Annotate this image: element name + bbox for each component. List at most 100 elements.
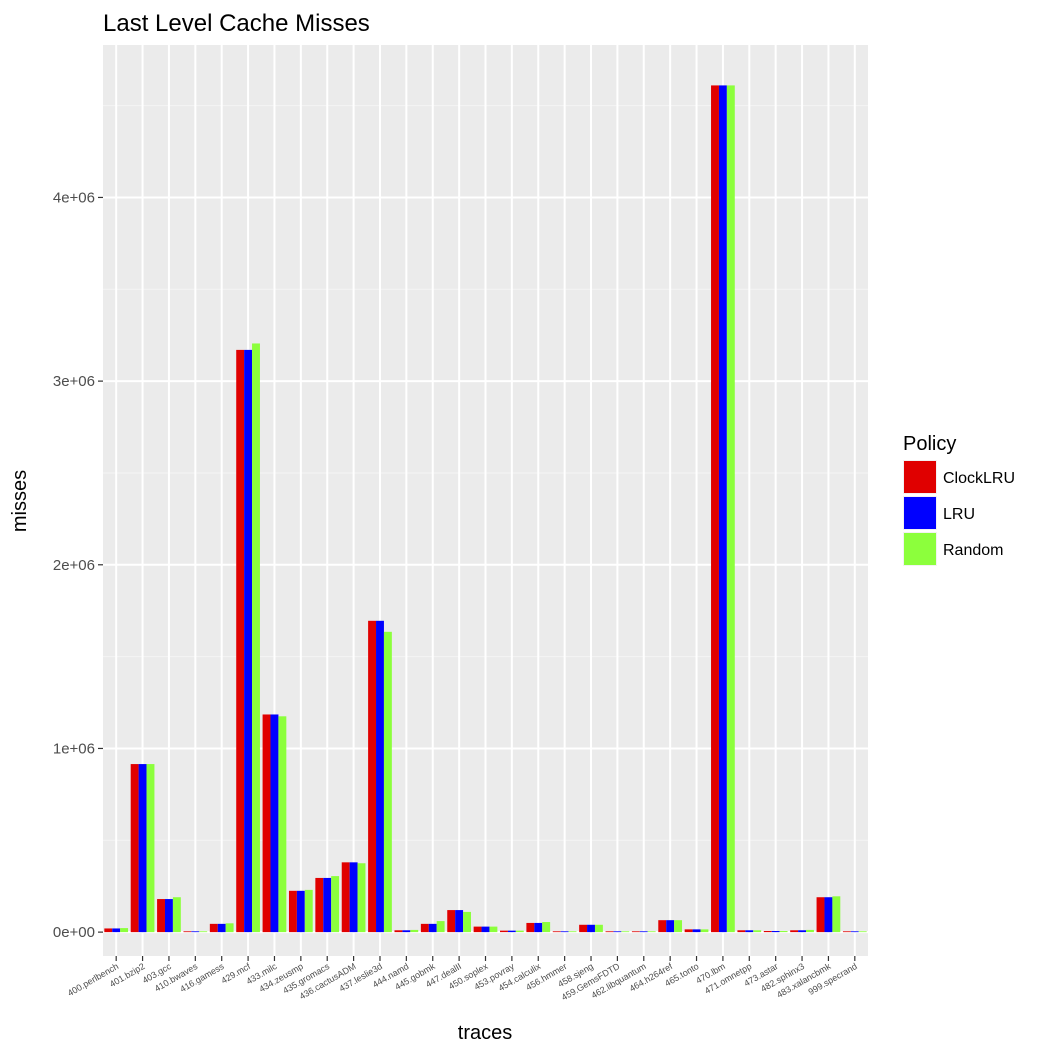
bar-lru-25	[771, 931, 780, 933]
bar-clocklru-6	[262, 714, 271, 933]
x-axis-ticks: 400.perlbench401.bzip2403.gcc410.bwaves4…	[66, 956, 859, 1002]
legend-label: Random	[943, 542, 1003, 559]
bar-clocklru-25	[763, 931, 772, 933]
bar-random-14	[489, 926, 498, 933]
y-tick-label: 3e+06	[53, 373, 95, 390]
bar-random-18	[594, 924, 603, 933]
bar-lru-14	[481, 926, 490, 933]
legend-swatch-clocklru	[904, 461, 936, 493]
bar-lru-2	[164, 899, 173, 933]
bar-random-23	[726, 85, 735, 933]
grid-lines	[103, 45, 868, 956]
bar-random-7	[304, 889, 313, 933]
bar-random-8	[331, 876, 340, 933]
bar-clocklru-12	[420, 923, 429, 933]
bar-lru-3	[191, 931, 200, 933]
bar-clocklru-27	[816, 897, 825, 933]
bar-clocklru-0	[104, 928, 113, 933]
bar-random-20	[647, 931, 656, 933]
bar-clocklru-2	[157, 899, 165, 933]
bar-random-10	[383, 631, 392, 933]
bar-clocklru-24	[737, 930, 746, 933]
bar-random-15	[515, 930, 524, 933]
legend: Policy ClockLRU LRU Random	[903, 433, 1015, 566]
bar-lru-28	[850, 931, 859, 933]
bar-clocklru-8	[315, 877, 324, 933]
bar-random-19	[621, 931, 630, 933]
bar-lru-18	[587, 924, 595, 933]
bar-random-27	[832, 896, 841, 933]
bar-random-16	[542, 922, 551, 933]
bar-random-28	[858, 931, 867, 933]
bar-random-0	[120, 928, 129, 933]
bar-clocklru-17	[552, 931, 561, 933]
legend-title: Policy	[903, 433, 956, 455]
bar-lru-8	[323, 877, 332, 933]
bar-clocklru-14	[473, 926, 482, 933]
x-axis-title: traces	[458, 1022, 512, 1044]
bar-clocklru-20	[631, 931, 640, 933]
bar-random-6	[278, 716, 287, 933]
bar-lru-0	[112, 928, 121, 933]
bar-random-22	[700, 929, 709, 933]
bar-random-11	[410, 929, 419, 933]
bar-clocklru-21	[658, 920, 667, 933]
bar-clocklru-26	[790, 930, 799, 933]
legend-swatch-lru	[904, 497, 936, 529]
chart-title: Last Level Cache Misses	[103, 10, 370, 37]
bar-clocklru-11	[394, 930, 403, 933]
bar-random-1	[146, 764, 155, 933]
bar-clocklru-4	[209, 923, 218, 933]
bar-clocklru-5	[236, 349, 245, 933]
bar-clocklru-13	[447, 910, 456, 933]
bar-random-9	[357, 863, 366, 933]
bar-clocklru-1	[130, 764, 139, 933]
y-tick-label: 1e+06	[53, 740, 95, 757]
bar-lru-12	[428, 923, 437, 933]
bar-clocklru-3	[183, 931, 192, 933]
bar-lru-16	[534, 922, 543, 933]
bar-random-2	[172, 897, 181, 933]
y-tick-label: 4e+06	[53, 189, 95, 206]
bar-lru-19	[613, 931, 622, 933]
bar-clocklru-9	[341, 862, 350, 933]
y-axis-title: misses	[9, 470, 31, 532]
bar-lru-11	[402, 930, 411, 933]
bar-lru-23	[718, 85, 727, 933]
bar-lru-26	[798, 930, 806, 933]
bar-group	[104, 85, 867, 933]
legend-label: LRU	[943, 506, 975, 523]
bar-clocklru-23	[711, 85, 719, 933]
bar-random-5	[252, 343, 260, 933]
bar-clocklru-16	[526, 922, 535, 933]
bar-lru-7	[296, 890, 305, 933]
y-axis-ticks: 0e+00 1e+06 2e+06 3e+06 4e+06	[53, 189, 103, 941]
legend-label: ClockLRU	[943, 470, 1015, 487]
bar-lru-21	[666, 920, 675, 933]
legend-swatch-random	[904, 533, 936, 565]
bar-clocklru-7	[288, 890, 297, 933]
bar-clocklru-22	[684, 929, 693, 933]
bar-clocklru-15	[500, 930, 508, 933]
bar-clocklru-28	[842, 931, 851, 933]
bar-clocklru-18	[579, 924, 588, 933]
bar-random-21	[674, 920, 683, 933]
bar-random-4	[225, 923, 234, 933]
bar-clocklru-19	[605, 931, 614, 933]
bar-lru-20	[639, 931, 648, 933]
bar-lru-27	[824, 897, 833, 933]
bar-lru-9	[349, 862, 358, 933]
bar-random-25	[779, 931, 788, 933]
bar-lru-17	[560, 931, 569, 933]
bar-random-17	[568, 931, 577, 933]
y-tick-label: 0e+00	[53, 924, 95, 941]
bar-lru-4	[217, 923, 226, 933]
bar-lru-22	[692, 929, 701, 933]
bar-random-3	[199, 931, 208, 933]
bar-clocklru-10	[368, 620, 377, 933]
bar-lru-24	[745, 930, 754, 933]
bar-random-13	[463, 911, 471, 933]
y-tick-label: 2e+06	[53, 557, 95, 574]
bar-random-12	[436, 921, 445, 933]
